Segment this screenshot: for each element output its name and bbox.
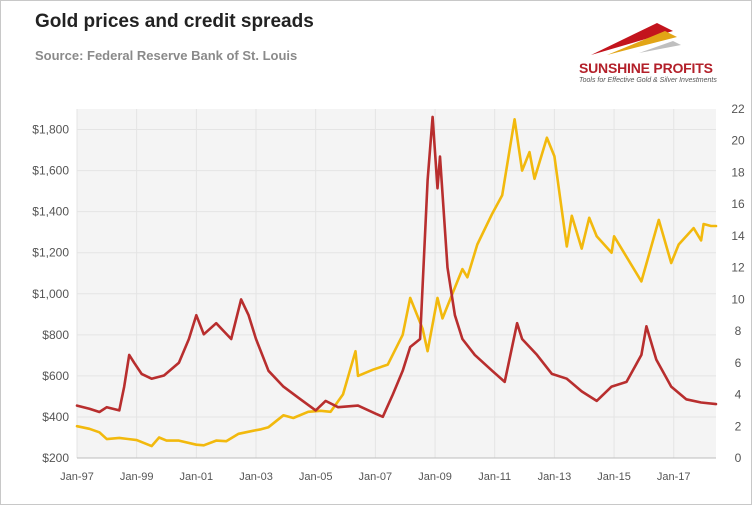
y-right-tick-label: 20 bbox=[731, 134, 745, 148]
x-tick-label: Jan-01 bbox=[180, 471, 214, 483]
y-left-tick-label: $1,000 bbox=[32, 287, 69, 301]
y-left-tick-label: $800 bbox=[42, 328, 69, 342]
plot-background bbox=[77, 109, 716, 458]
y-left-tick-label: $1,800 bbox=[32, 123, 69, 137]
y-left-tick-label: $1,400 bbox=[32, 205, 69, 219]
x-tick-label: Jan-03 bbox=[239, 471, 273, 483]
y-right-tick-label: 18 bbox=[731, 165, 745, 179]
y-left-tick-label: $1,200 bbox=[32, 246, 69, 260]
logo-tagline: Tools for Effective Gold & Silver Invest… bbox=[579, 77, 717, 84]
x-tick-label: Jan-07 bbox=[359, 471, 393, 483]
gold-series-line bbox=[75, 118, 718, 448]
x-tick-label: Jan-15 bbox=[597, 471, 631, 483]
x-tick-label: Jan-11 bbox=[478, 471, 511, 483]
sunshine-profits-logo: SUNSHINE PROFITS Tools for Effective Gol… bbox=[577, 15, 727, 89]
x-tick-label: Jan-13 bbox=[538, 471, 572, 483]
logo-rays-icon bbox=[591, 23, 681, 55]
chart-title: Gold prices and credit spreads bbox=[35, 11, 314, 32]
y-left-tick-label: $200 bbox=[42, 451, 69, 465]
spread-series-line bbox=[75, 115, 718, 419]
y-right-tick-label: 0 bbox=[735, 451, 742, 465]
y-left-tick-label: $1,600 bbox=[32, 164, 69, 178]
y-left-tick-label: $400 bbox=[42, 410, 69, 424]
y-left-tick-label: $600 bbox=[42, 369, 69, 383]
logo-name: SUNSHINE PROFITS bbox=[579, 60, 713, 76]
x-tick-label: Jan-09 bbox=[418, 471, 452, 483]
y-right-tick-label: 12 bbox=[731, 261, 745, 275]
x-tick-label: Jan-17 bbox=[657, 471, 691, 483]
x-tick-label: Jan-99 bbox=[120, 471, 154, 483]
y-right-tick-label: 6 bbox=[735, 356, 742, 370]
y-right-tick-label: 22 bbox=[731, 102, 745, 116]
y-right-tick-label: 10 bbox=[731, 292, 745, 306]
y-right-tick-label: 16 bbox=[731, 197, 745, 211]
y-right-tick-label: 14 bbox=[731, 229, 745, 243]
y-right-tick-label: 4 bbox=[735, 388, 742, 402]
chart-source: Source: Federal Reserve Bank of St. Loui… bbox=[35, 48, 298, 63]
y-right-tick-label: 2 bbox=[735, 419, 742, 433]
x-tick-label: Jan-97 bbox=[60, 471, 94, 483]
x-tick-label: Jan-05 bbox=[299, 471, 333, 483]
y-right-tick-label: 8 bbox=[735, 324, 742, 338]
